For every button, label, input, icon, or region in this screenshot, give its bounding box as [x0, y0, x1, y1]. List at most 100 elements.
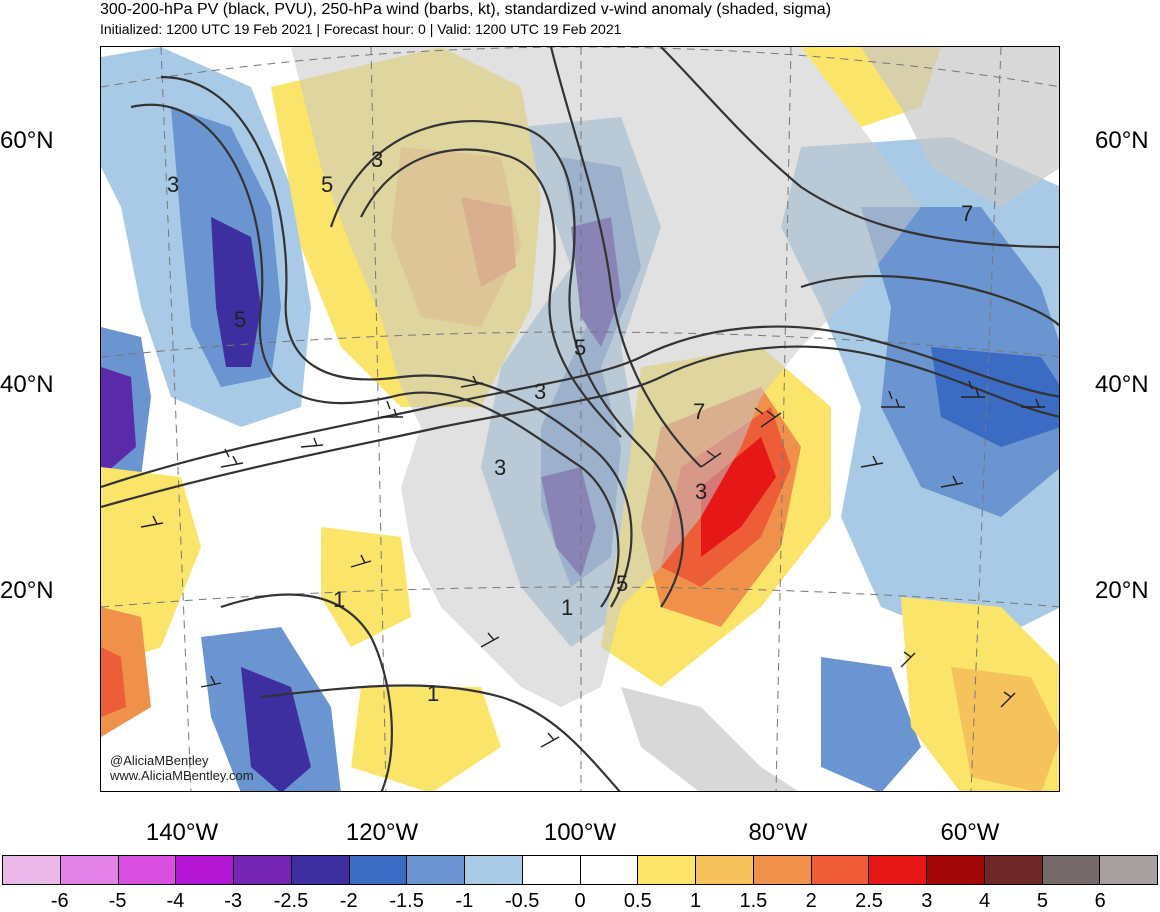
lat-label-left-60: 60°N [0, 127, 54, 154]
atlantic-ridge-orange [951, 667, 1059, 791]
colorbar-tick-label: 0.5 [623, 890, 652, 912]
lon-label-120w: 120°W [345, 819, 419, 846]
colorbar-tick-label: 0 [574, 890, 586, 912]
caribbean-blue [821, 657, 921, 791]
lat-line-60 [101, 47, 1059, 88]
pv-contour-11 [220, 593, 394, 791]
colorbar-tick-label: -4 [166, 890, 185, 912]
colorbar-swatch [580, 856, 639, 884]
pacific-trough-core [211, 217, 261, 367]
lat-label-right-60: 60°N [1095, 127, 1149, 154]
west-pacific-core [101, 367, 136, 477]
north-america-land [291, 47, 921, 707]
colorbar-swatch [1100, 856, 1157, 884]
contour-label: 1 [427, 681, 439, 706]
colorbar-tick-label: 6 [1094, 890, 1106, 912]
mexico-yellow [351, 687, 501, 791]
colorbar-tick-label: -5 [108, 890, 127, 912]
wind-barb [300, 437, 324, 448]
colorbar-swatch [465, 856, 523, 884]
lon-line-80 [775, 47, 792, 791]
wind-barb [480, 632, 500, 648]
wind-barb [350, 554, 372, 568]
pv-contours [101, 47, 1059, 791]
wind-barb [940, 475, 964, 488]
colorbar-tick-label: 5 [1036, 890, 1048, 912]
east-us-ridge-core [701, 437, 776, 557]
colorbar-swatch [3, 856, 61, 884]
pv-contour-6 [360, 148, 622, 438]
wind-barb [200, 675, 222, 688]
colorbar-tick-label: -0.5 [504, 890, 540, 912]
colorbar-tick-label: 2 [805, 890, 817, 912]
contour-label: 3 [371, 147, 383, 172]
lon-label-140w: 140°W [145, 819, 219, 846]
lat-label-left-20: 20°N [0, 577, 54, 604]
pv-contour-2 [160, 75, 633, 608]
wind-barb [1021, 398, 1045, 408]
colorbar-tick-label: -2 [339, 890, 358, 912]
lon-label-60w: 60°W [940, 819, 1000, 846]
colorbar-swatch [60, 856, 119, 884]
colorbar-swatch [1042, 856, 1101, 884]
colorbar-swatch [696, 856, 754, 884]
title-block: 300-200-hPa PV (black, PVU), 250-hPa win… [100, 0, 831, 38]
contour-label: 5 [574, 335, 586, 360]
atlantic-core [931, 347, 1059, 447]
subtropical-red-west [101, 647, 126, 717]
credit-url: www.AliciaMBentley.com [110, 768, 254, 783]
colorbar-tick-label: 1.5 [739, 890, 768, 912]
colorbar-tick-label: -6 [50, 890, 69, 912]
colorbar-swatch [349, 856, 408, 884]
pv-contour-4 [101, 345, 1059, 509]
central-pacific-yellow [321, 527, 411, 647]
pv-contour-9 [800, 275, 1059, 327]
colorbar-swatch [234, 856, 292, 884]
colorbar-swatch [522, 856, 581, 884]
colorbar-swatch [291, 856, 350, 884]
lon-line-140 [160, 47, 192, 791]
colorbar-tick-label: 2.5 [855, 890, 883, 912]
contour-label: 5 [321, 172, 333, 197]
contour-label: 5 [616, 571, 628, 596]
map-panel: 3 5 3 5 3 3 1 5 1 5 1 7 7 3 [100, 46, 1060, 792]
contour-label: 3 [494, 455, 506, 480]
central-america-land [621, 687, 798, 791]
colorbar-swatch [811, 856, 870, 884]
lat-label-right-20: 20°N [1095, 577, 1149, 604]
wind-barb [900, 651, 916, 668]
wind-barb [860, 455, 884, 468]
colorbar-tick-label: -3 [224, 890, 243, 912]
wind-barb [381, 400, 403, 418]
wind-barb [700, 450, 722, 468]
lon-label-100w: 100°W [543, 819, 617, 846]
colorbar-tick-label: 4 [979, 890, 991, 912]
colorbar-swatch [176, 856, 234, 884]
contour-label: 1 [561, 595, 573, 620]
colorbar-tick-label: -2.5 [273, 890, 309, 912]
contour-label: 7 [961, 201, 973, 226]
colorbar-swatch [407, 856, 465, 884]
contour-labels: 3 5 3 5 3 3 1 5 1 5 1 7 7 3 [167, 147, 973, 706]
wind-barb [540, 732, 560, 748]
east-pacific-low-core [241, 667, 311, 791]
contour-label: 1 [333, 587, 345, 612]
pv-contour-1 [130, 103, 620, 608]
colorbar-tick-label: 1 [690, 890, 702, 912]
colorbar-tick-label: -1.5 [389, 890, 424, 912]
wind-barb [961, 380, 985, 398]
contour-label: 7 [693, 399, 705, 424]
lon-line-60 [970, 47, 1002, 791]
map-svg: 3 5 3 5 3 3 1 5 1 5 1 7 7 3 [101, 47, 1059, 791]
colorbar-swatch [869, 856, 927, 884]
colorbar-swatch [753, 856, 812, 884]
colorbar-swatch [927, 856, 985, 884]
pv-contour-8 [660, 47, 1059, 249]
lat-label-left-40: 40°N [0, 371, 54, 398]
colorbar-swatch [118, 856, 177, 884]
land-masses [291, 47, 1059, 791]
wind-barb [460, 375, 484, 388]
wind-barb [140, 515, 164, 528]
greenland-land [861, 47, 1059, 207]
chart-subtitle: Initialized: 1200 UTC 19 Feb 2021 | Fore… [100, 21, 622, 37]
